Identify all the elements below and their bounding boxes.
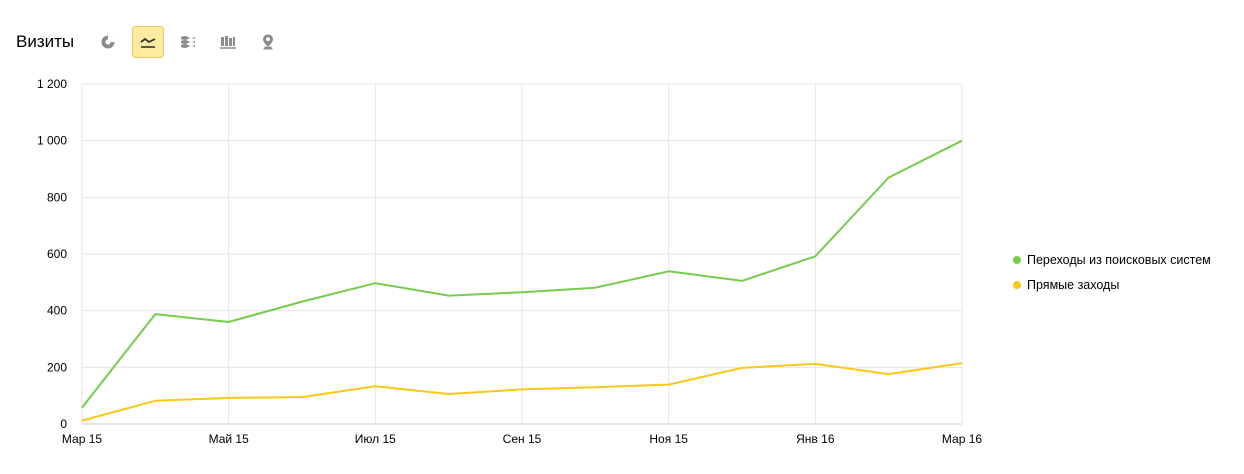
x-tick-label: Сен 15: [503, 432, 542, 446]
map-pin-icon: [263, 34, 274, 50]
y-tick-label: 400: [47, 304, 67, 318]
stacked-area-icon: [181, 36, 196, 48]
pie-chart-icon: [101, 35, 115, 49]
y-tick-label: 0: [60, 417, 67, 431]
pie-view-button[interactable]: [92, 26, 124, 58]
legend-item-direct[interactable]: Прямые заходы: [1013, 272, 1211, 297]
y-tick-label: 1 200: [37, 77, 67, 91]
chart-legend: Переходы из поисковых систем Прямые захо…: [1013, 247, 1211, 297]
legend-label-search: Переходы из поисковых систем: [1027, 252, 1211, 267]
y-tick-label: 800: [47, 190, 67, 204]
legend-marker-search: [1013, 255, 1021, 264]
x-tick-label: Мар 15: [62, 432, 102, 446]
bar-view-button[interactable]: [212, 26, 244, 58]
legend-marker-direct: [1013, 280, 1021, 289]
series-line-direct[interactable]: [81, 362, 963, 422]
series-line-search[interactable]: [81, 139, 963, 409]
y-tick-label: 600: [47, 247, 67, 261]
chart-title: Визиты: [16, 32, 75, 51]
line-view-button[interactable]: [132, 26, 165, 58]
x-tick-label: Янв 16: [796, 432, 835, 446]
x-tick-label: Июл 15: [355, 432, 396, 446]
bar-chart-icon: [220, 36, 237, 49]
y-tick-label: 200: [47, 360, 67, 374]
x-tick-label: Мар 16: [942, 432, 982, 446]
y-tick-label: 1 000: [37, 134, 67, 148]
legend-item-search[interactable]: Переходы из поисковых систем: [1013, 247, 1211, 272]
line-chart-icon: [140, 37, 156, 48]
map-view-button[interactable]: [252, 26, 284, 58]
line-chart: 0 200 400 600 800 1 000 1 200 Мар 15 Май 15 Июл …: [37, 77, 982, 446]
area-view-button[interactable]: [172, 26, 204, 58]
legend-label-direct: Прямые заходы: [1027, 277, 1120, 292]
x-tick-label: Ноя 15: [649, 432, 688, 446]
x-tick-label: Май 15: [209, 432, 250, 446]
chart-header: Визиты: [16, 26, 292, 58]
